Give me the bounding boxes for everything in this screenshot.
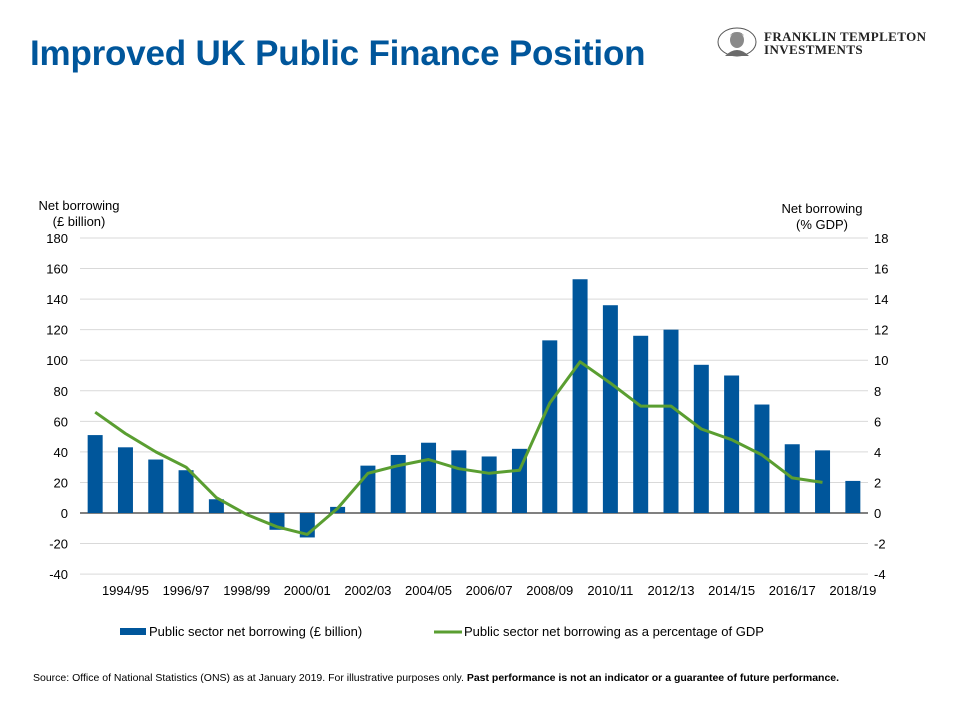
right-axis-label-line2: (% GDP) bbox=[796, 217, 848, 232]
x-tick-label: 2016/17 bbox=[769, 583, 816, 598]
bar-2013/14 bbox=[693, 364, 709, 513]
bar-2012/13 bbox=[663, 329, 679, 513]
left-tick-label: 40 bbox=[54, 445, 68, 460]
left-tick-label: 160 bbox=[46, 262, 68, 277]
source-text: Source: Office of National Statistics (O… bbox=[33, 672, 467, 684]
left-tick-label: 60 bbox=[54, 414, 68, 429]
logo-line1: FRANKLIN TEMPLETON bbox=[764, 29, 927, 44]
x-tick-label: 1998/99 bbox=[223, 583, 270, 598]
company-logo bbox=[717, 27, 757, 57]
right-axis-ticks: -4 -2 0 2 4 6 8 10 12 14 16 18 bbox=[874, 231, 888, 582]
bar-1994/95 bbox=[117, 447, 133, 513]
left-axis-ticks: -40 -20 0 20 40 60 80 100 120 140 160 180 bbox=[46, 231, 68, 582]
right-tick-label: 2 bbox=[874, 475, 881, 490]
bar-1995/96 bbox=[148, 459, 164, 513]
right-axis-label-line1: Net borrowing bbox=[782, 201, 863, 216]
x-tick-label: 2006/07 bbox=[466, 583, 513, 598]
gridlines bbox=[80, 237, 868, 575]
right-tick-label: 10 bbox=[874, 353, 888, 368]
bar-2015/16 bbox=[754, 404, 770, 513]
bar-2009/10 bbox=[572, 279, 588, 513]
page-title: Improved UK Public Finance Position bbox=[30, 34, 646, 73]
bar-2004/05 bbox=[421, 442, 437, 513]
right-tick-label: 16 bbox=[874, 262, 888, 277]
benjamin-franklin-portrait-icon bbox=[717, 27, 757, 57]
legend: Public sector net borrowing (£ billion) … bbox=[120, 624, 764, 639]
x-tick-label: 2008/09 bbox=[526, 583, 573, 598]
bar-2018/19 bbox=[845, 480, 861, 513]
x-tick-label: 1994/95 bbox=[102, 583, 149, 598]
x-tick-label: 2014/15 bbox=[708, 583, 755, 598]
right-tick-label: 6 bbox=[874, 414, 881, 429]
bar-2005/06 bbox=[451, 450, 467, 513]
right-tick-label: -4 bbox=[874, 567, 886, 582]
bar-2008/09 bbox=[542, 340, 558, 513]
right-tick-label: 0 bbox=[874, 506, 881, 521]
bar-series bbox=[87, 279, 861, 538]
left-axis-label-line2: (£ billion) bbox=[53, 214, 106, 229]
bar-2010/11 bbox=[602, 305, 618, 513]
x-tick-label: 2010/11 bbox=[587, 583, 633, 598]
source-note: Source: Office of National Statistics (O… bbox=[33, 672, 839, 684]
left-axis-label-line1: Net borrowing bbox=[39, 198, 120, 213]
x-tick-label: 2002/03 bbox=[344, 583, 391, 598]
left-tick-label: 180 bbox=[46, 231, 68, 246]
x-tick-label: 2004/05 bbox=[405, 583, 452, 598]
left-tick-label: 120 bbox=[46, 323, 68, 338]
performance-disclaimer: Past performance is not an indicator or … bbox=[466, 672, 840, 684]
legend-line-label: Public sector net borrowing as a percent… bbox=[464, 624, 764, 639]
right-tick-label: 12 bbox=[874, 323, 888, 338]
bar-2011/12 bbox=[633, 335, 649, 513]
bar-2014/15 bbox=[724, 375, 740, 513]
left-tick-label: 20 bbox=[54, 475, 68, 490]
bar-1996/97 bbox=[178, 470, 194, 513]
legend-bar-label: Public sector net borrowing (£ billion) bbox=[149, 624, 362, 639]
left-tick-label: -40 bbox=[49, 567, 68, 582]
left-tick-label: 0 bbox=[61, 506, 68, 521]
x-tick-label: 1996/97 bbox=[163, 583, 210, 598]
logo-line2: INVESTMENTS bbox=[764, 42, 864, 57]
left-tick-label: 80 bbox=[54, 384, 68, 399]
x-tick-label: 2018/19 bbox=[829, 583, 876, 598]
bar-1993/94 bbox=[87, 435, 103, 513]
right-tick-label: 14 bbox=[874, 292, 888, 307]
x-axis-ticks: 1994/95 1996/97 1998/99 2000/01 2002/03 2004/… bbox=[102, 583, 876, 598]
gdp-line-series bbox=[94, 360, 823, 536]
bar-2003/04 bbox=[390, 454, 406, 513]
bar-1997/98 bbox=[208, 499, 224, 513]
left-tick-label: 140 bbox=[46, 292, 68, 307]
right-tick-label: 18 bbox=[874, 231, 888, 246]
right-tick-label: 4 bbox=[874, 445, 881, 460]
right-tick-label: 8 bbox=[874, 384, 881, 399]
legend-bar-swatch bbox=[120, 628, 146, 635]
left-tick-label: -20 bbox=[49, 537, 68, 552]
x-tick-label: 2000/01 bbox=[284, 583, 331, 598]
x-tick-label: 2012/13 bbox=[648, 583, 695, 598]
left-tick-label: 100 bbox=[46, 353, 68, 368]
right-tick-label: -2 bbox=[874, 537, 886, 552]
logo-wordmark: FRANKLIN TEMPLETON INVESTMENTS bbox=[764, 30, 926, 56]
bar-2006/07 bbox=[481, 456, 497, 513]
